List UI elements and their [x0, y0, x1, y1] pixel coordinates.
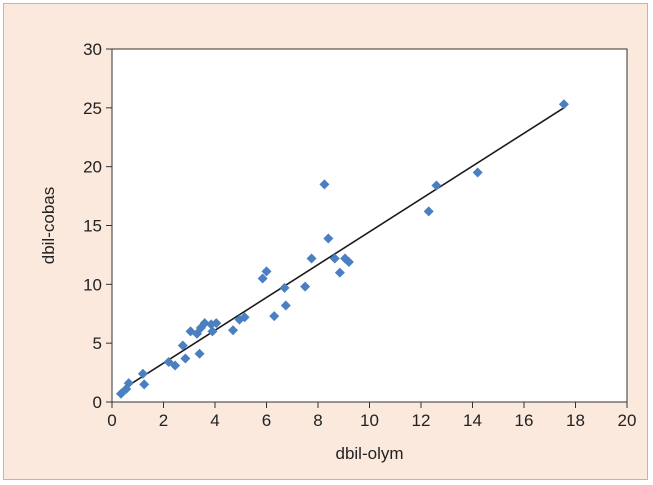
data-point: [170, 360, 181, 371]
data-point: [334, 267, 345, 278]
x-tick-label: 14: [463, 411, 482, 430]
axis-ticks: 0 2 4 6 8 10 12 14 16 18 20 0 5 10 15 20 25 30: [83, 40, 636, 430]
data-point: [257, 273, 268, 284]
data-point: [323, 233, 334, 244]
data-point: [431, 180, 442, 191]
data-point: [472, 167, 483, 178]
x-tick-label: 8: [313, 411, 322, 430]
x-tick-label: 20: [618, 411, 637, 430]
y-tick-label: 25: [83, 99, 102, 118]
data-point: [207, 326, 218, 337]
data-point: [300, 281, 311, 292]
data-point: [423, 206, 434, 217]
chart-figure: 0 2 4 6 8 10 12 14 16 18 20 0 5 10 15 20 25 30 dbil-olym …: [3, 3, 648, 480]
data-point: [319, 179, 330, 190]
x-tick-label: 10: [360, 411, 379, 430]
x-tick-label: 18: [566, 411, 585, 430]
data-point: [280, 300, 291, 311]
data-point: [306, 253, 317, 264]
data-point: [269, 311, 280, 322]
data-point: [137, 368, 148, 379]
y-axis-label: dbil-cobas: [39, 187, 58, 265]
data-point: [180, 353, 191, 364]
regression-line-group: [120, 107, 565, 391]
plot-area: [111, 48, 628, 403]
data-point: [228, 325, 239, 336]
x-tick-label: 16: [515, 411, 534, 430]
y-tick-label: 30: [83, 40, 102, 59]
x-tick-label: 12: [412, 411, 431, 430]
x-tick-label: 0: [107, 411, 116, 430]
data-point: [177, 340, 188, 351]
y-tick-label: 0: [93, 393, 102, 412]
data-point: [239, 312, 250, 323]
x-tick-label: 2: [159, 411, 168, 430]
data-point: [279, 282, 290, 293]
data-point: [123, 378, 134, 389]
data-point: [121, 384, 132, 395]
data-point: [261, 266, 272, 277]
data-point: [199, 318, 210, 329]
data-point: [329, 253, 340, 264]
data-point: [211, 318, 222, 329]
x-tick-label: 4: [210, 411, 219, 430]
data-point: [194, 348, 205, 359]
regression-line: [120, 107, 565, 391]
y-tick-label: 20: [83, 158, 102, 177]
data-point: [558, 99, 569, 110]
y-tick-label: 15: [83, 217, 102, 236]
x-tick-label: 6: [262, 411, 271, 430]
x-axis-label: dbil-olym: [335, 444, 403, 463]
data-point: [343, 256, 354, 267]
data-points: [116, 99, 569, 399]
data-point: [139, 379, 150, 390]
y-tick-label: 5: [93, 334, 102, 353]
y-tick-label: 10: [83, 275, 102, 294]
